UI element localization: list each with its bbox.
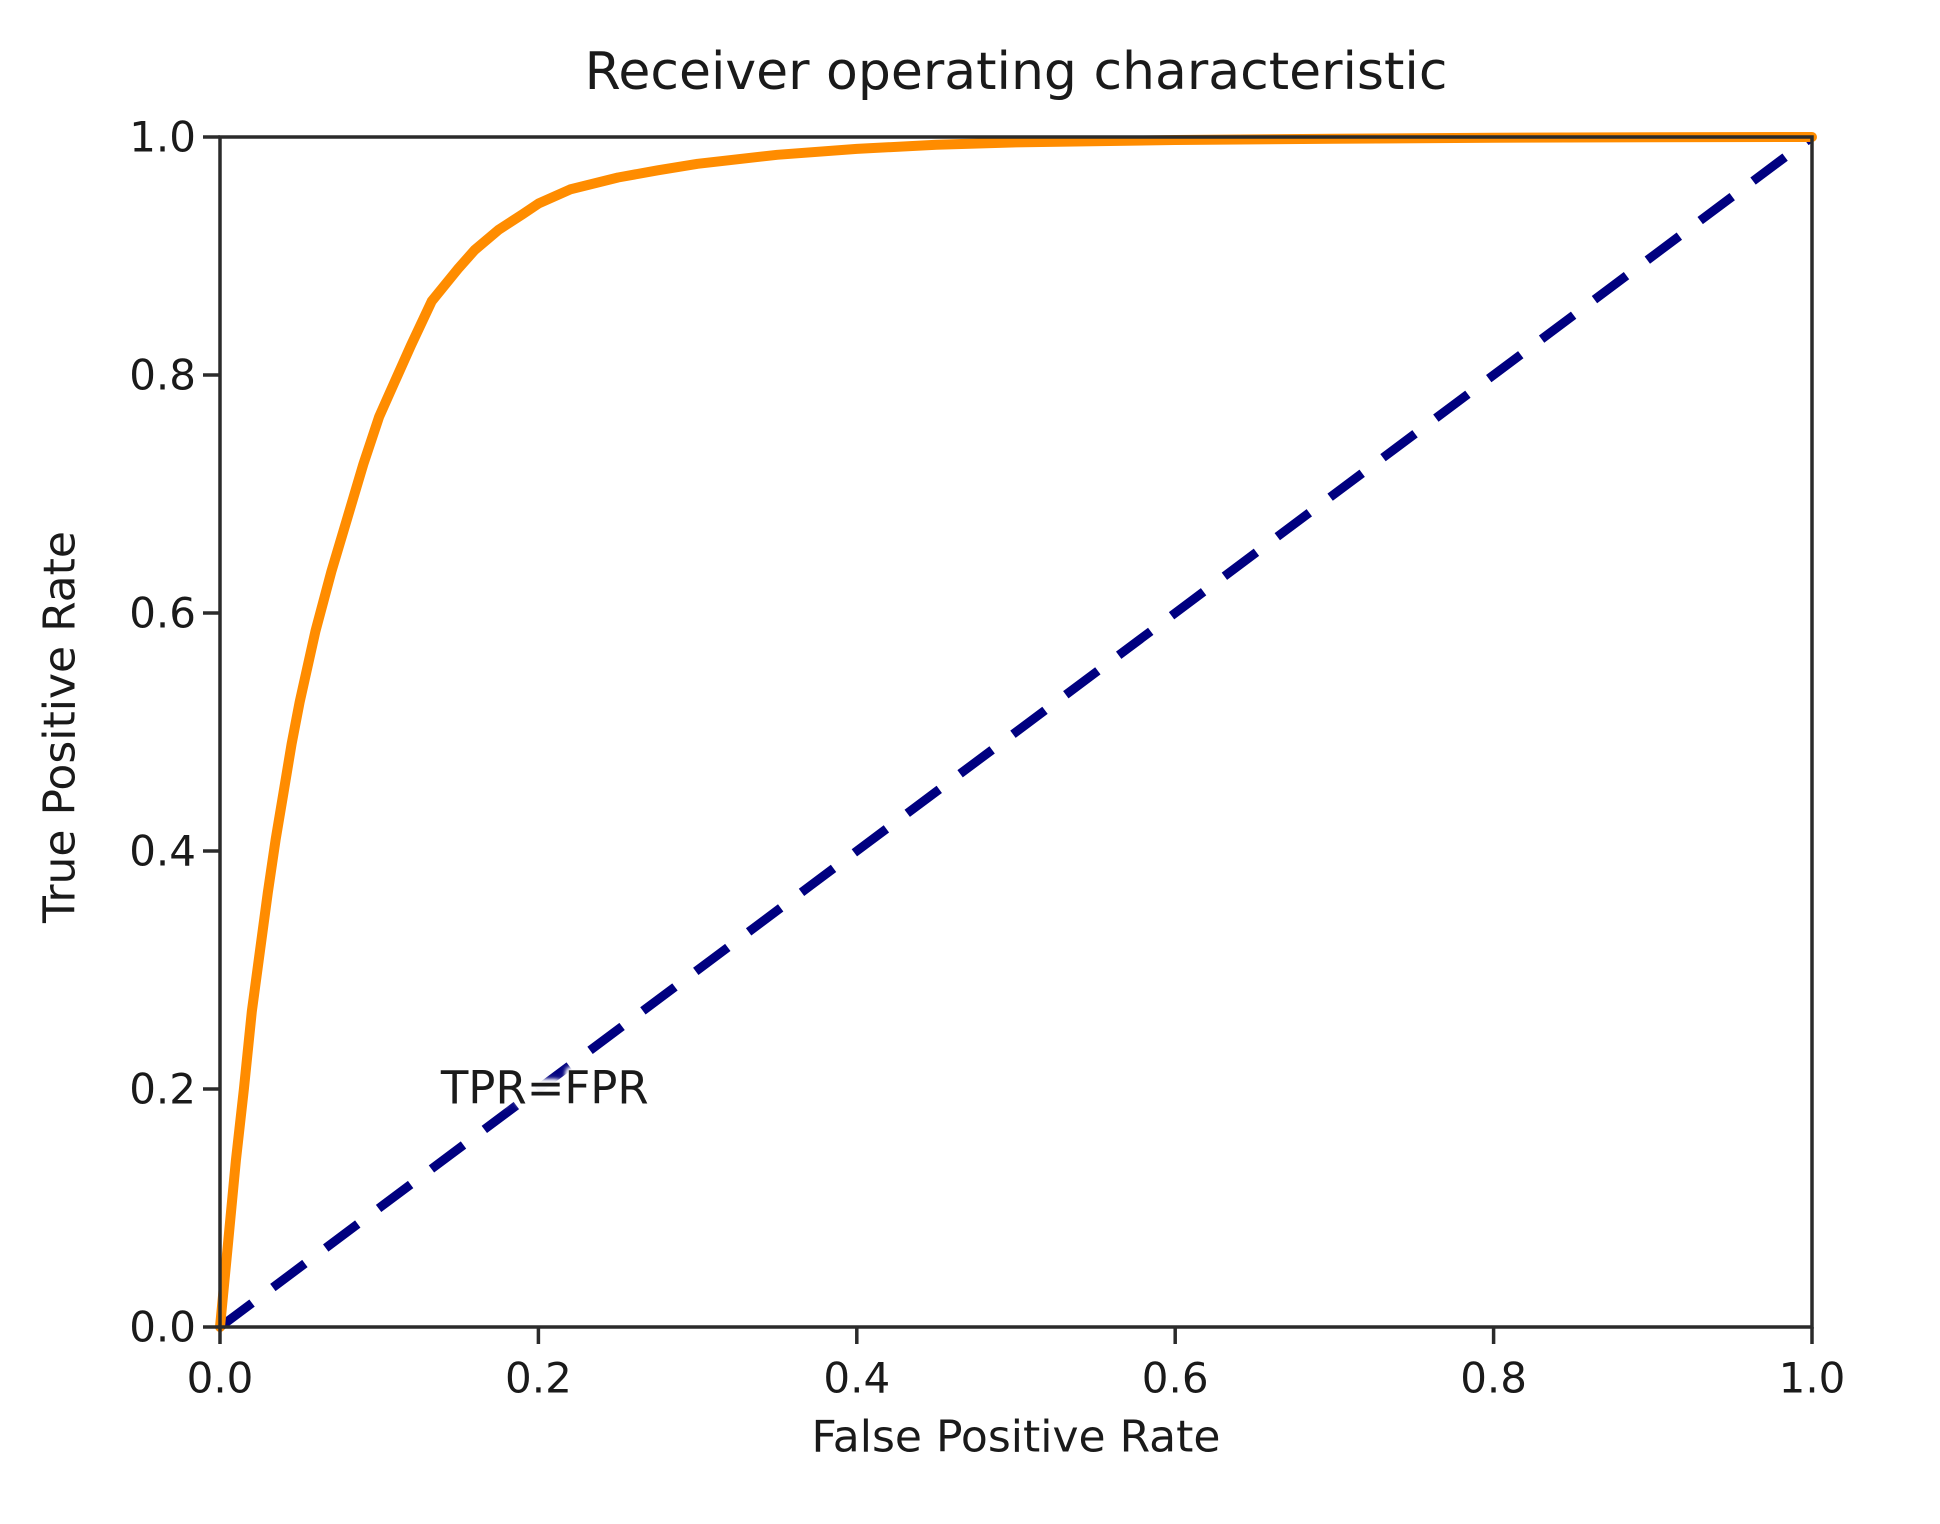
x-axis-label: False Positive Rate — [811, 1411, 1221, 1463]
y-tick-label: 0.8 — [129, 350, 196, 400]
chart-title: Receiver operating characteristic — [584, 42, 1448, 102]
axes-spines — [218, 135, 1814, 1329]
x-tick-label: 0.2 — [504, 1353, 572, 1403]
axis-ticks — [203, 135, 1814, 1344]
tpr-fpr-annotation: TPR=FPR — [440, 1061, 649, 1115]
y-tick-label: 1.0 — [129, 112, 196, 162]
roc-curve-line — [215, 132, 1817, 1332]
x-tick-label: 0.8 — [1460, 1353, 1527, 1403]
y-axis-label: True Positive Rate — [34, 531, 86, 923]
x-tick-label: 0.0 — [186, 1353, 254, 1403]
y-tick-label: 0.0 — [129, 1302, 196, 1352]
x-tick-label: 0.4 — [823, 1353, 891, 1403]
y-tick-label: 0.2 — [129, 1064, 196, 1114]
y-tick-label: 0.4 — [129, 826, 196, 876]
x-tick-label: 0.6 — [1141, 1353, 1209, 1403]
chance-diagonal-line — [217, 133, 1815, 1331]
x-tick-label: 1.0 — [1778, 1353, 1846, 1403]
y-tick-label: 0.6 — [129, 588, 196, 638]
